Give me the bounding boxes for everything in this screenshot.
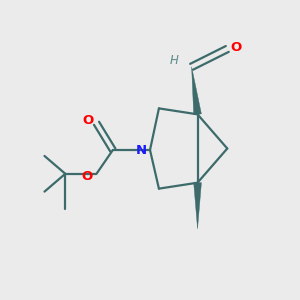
Text: O: O [81, 170, 93, 183]
Text: O: O [230, 41, 241, 54]
Text: H: H [169, 54, 178, 67]
Text: O: O [82, 114, 94, 127]
Polygon shape [192, 67, 201, 115]
Text: N: N [136, 143, 147, 157]
Polygon shape [194, 183, 201, 229]
